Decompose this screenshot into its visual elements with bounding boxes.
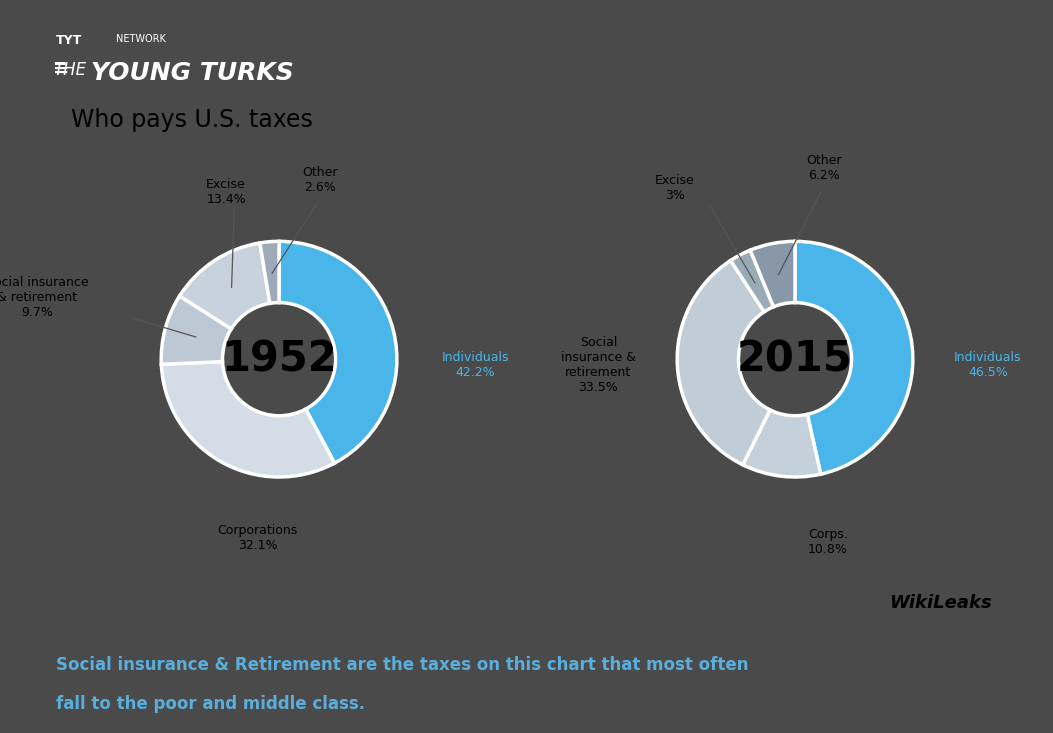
Wedge shape (751, 241, 795, 307)
Text: Corporations
32.1%: Corporations 32.1% (218, 524, 298, 552)
Text: YOUNG TURKS: YOUNG TURKS (91, 61, 294, 85)
Text: ≡: ≡ (54, 59, 69, 78)
Wedge shape (795, 241, 913, 474)
Text: fall to the poor and middle class.: fall to the poor and middle class. (57, 696, 365, 713)
Wedge shape (742, 410, 820, 477)
Wedge shape (731, 250, 774, 312)
Text: Individuals
46.5%: Individuals 46.5% (954, 351, 1021, 379)
Text: TYT: TYT (57, 34, 82, 48)
Wedge shape (161, 296, 232, 364)
Text: 2015: 2015 (737, 338, 853, 380)
Wedge shape (260, 241, 279, 303)
Wedge shape (677, 260, 770, 465)
Text: Other
6.2%: Other 6.2% (807, 154, 842, 183)
Text: Corps.
10.8%: Corps. 10.8% (808, 528, 848, 556)
Text: Excise
13.4%: Excise 13.4% (206, 178, 246, 206)
Text: NETWORK: NETWORK (116, 34, 165, 45)
Text: Social insurance
& retirement
9.7%: Social insurance & retirement 9.7% (0, 276, 88, 320)
Text: Social insurance & Retirement are the taxes on this chart that most often: Social insurance & Retirement are the ta… (57, 656, 749, 674)
Text: WikiLeaks: WikiLeaks (889, 594, 992, 612)
Text: Social
insurance &
retirement
33.5%: Social insurance & retirement 33.5% (561, 336, 636, 394)
Wedge shape (180, 243, 270, 329)
Text: Excise
3%: Excise 3% (655, 174, 695, 202)
Text: 1952: 1952 (221, 338, 337, 380)
Text: THE: THE (54, 61, 86, 79)
Text: Individuals
42.2%: Individuals 42.2% (441, 351, 510, 379)
Text: Other
2.6%: Other 2.6% (302, 166, 338, 194)
Wedge shape (161, 361, 335, 477)
Wedge shape (279, 241, 397, 463)
Text: Who pays U.S. taxes: Who pays U.S. taxes (72, 108, 313, 132)
